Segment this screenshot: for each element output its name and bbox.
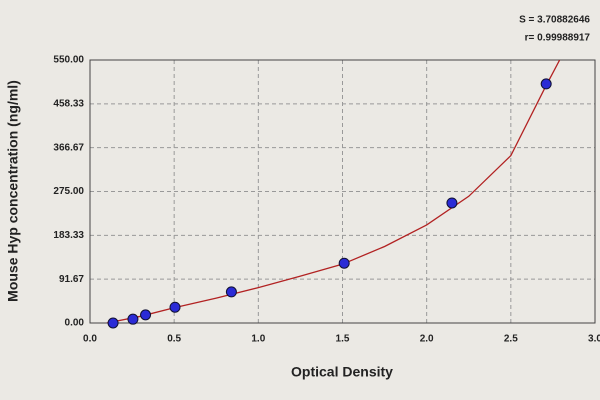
x-tick-label: 2.5 (504, 334, 518, 345)
y-tick-label: 183.33 (53, 230, 84, 241)
y-axis-title: Mouse Hyp concentration (ng/ml) (5, 80, 21, 302)
y-tick-label: 91.67 (59, 274, 84, 285)
point (225, 286, 237, 298)
point (107, 317, 119, 329)
point (127, 313, 139, 325)
point (540, 78, 552, 90)
y-tick-label: 550.00 (53, 55, 84, 66)
annotation: r= 0.99988917 (525, 33, 591, 44)
x-tick-label: 1.0 (251, 334, 265, 345)
y-tick-label: 366.67 (53, 142, 84, 153)
x-tick-label: 2.0 (420, 334, 434, 345)
x-tick-label: 3.0 (588, 334, 600, 345)
plot-frame (89, 59, 596, 324)
point (446, 197, 458, 209)
y-tick-label: 458.33 (53, 98, 84, 109)
point (338, 257, 350, 269)
point (169, 301, 181, 313)
annotation: S = 3.70882646 (519, 15, 590, 26)
y-tick-label: 275.00 (53, 186, 84, 197)
x-tick-label: 1.5 (336, 334, 350, 345)
x-tick-label: 0.5 (167, 334, 181, 345)
point (140, 309, 152, 321)
x-axis-title: Optical Density (291, 364, 393, 380)
x-tick-label: 0.0 (83, 334, 97, 345)
y-tick-label: 0.00 (65, 318, 85, 329)
